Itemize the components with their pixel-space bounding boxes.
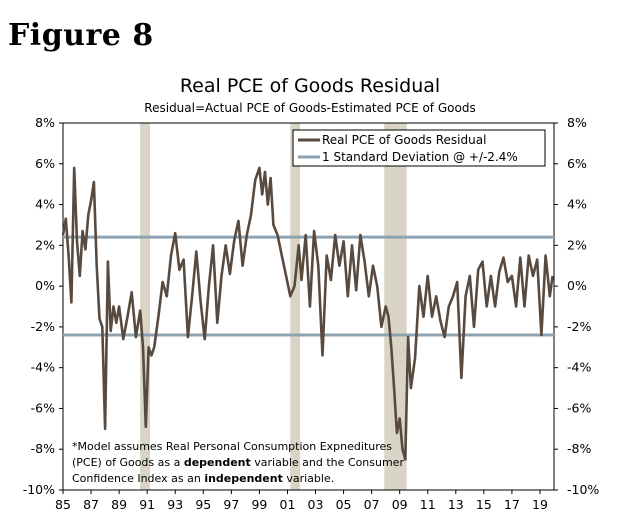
recession-bands — [140, 123, 407, 490]
note-segment: Confidence Index as an — [72, 472, 204, 485]
y-tick-label-right: -10% — [567, 482, 599, 497]
x-tick-label: 15 — [476, 497, 492, 512]
figure-label: Figure 8 — [8, 18, 154, 53]
note-segment: dependent — [184, 456, 251, 469]
legend-label-residual: Real PCE of Goods Residual — [322, 133, 486, 147]
y-axis-left: 8% 6% 4% 2% 0% -2% -4% -6% -8% -10% — [23, 115, 63, 497]
y-tick-label-right: 2% — [567, 237, 587, 252]
x-tick-label: 91 — [139, 497, 155, 512]
y-tick-label-right: 6% — [567, 156, 587, 171]
note-segment: *Model assumes Real Personal Consumption… — [72, 440, 392, 453]
y-tick-label-right: -4% — [567, 360, 591, 375]
legend-box — [292, 129, 546, 167]
note-segment: variable and the Consumer — [251, 456, 405, 469]
y-tick-label-left: -4% — [31, 360, 55, 375]
legend-label-std: 1 Standard Deviation @ +/-2.4% — [322, 150, 518, 164]
y-tick-label-left: -2% — [31, 319, 55, 334]
plot-frame — [62, 122, 555, 491]
x-tick-label: 99 — [251, 497, 267, 512]
note-segment: independent — [204, 472, 283, 485]
y-axis-right: 8% 6% 4% 2% 0% -2% -4% -6% -8% -10% — [554, 115, 599, 497]
x-axis: 85 87 89 91 93 95 97 99 01 03 05 07 09 11 13 15 17 19 — [55, 490, 548, 512]
x-tick-label: 03 — [308, 497, 324, 512]
x-tick-label: 85 — [55, 497, 71, 512]
std-dev-lines — [63, 235, 554, 337]
y-tick-label-right: 4% — [567, 197, 587, 212]
x-tick-label: 13 — [448, 497, 464, 512]
y-tick-label-right: 8% — [567, 115, 587, 130]
y-tick-label-left: 4% — [35, 197, 55, 212]
chart-subtitle: Residual=Actual PCE of Goods-Estimated P… — [144, 101, 475, 115]
y-tick-label-left: -6% — [31, 400, 55, 415]
y-tick-label-right: -8% — [567, 441, 591, 456]
x-tick-label: 07 — [364, 497, 380, 512]
note-line-0: *Model assumes Real Personal Consumption… — [72, 440, 392, 453]
recession-band-1 — [290, 123, 301, 490]
x-tick-label: 97 — [223, 497, 239, 512]
legend: Real PCE of Goods Residual 1 Standard De… — [292, 129, 546, 167]
y-tick-label-right: -2% — [567, 319, 591, 334]
x-tick-label: 05 — [336, 497, 352, 512]
x-tick-label: 01 — [280, 497, 296, 512]
residual-series — [61, 166, 554, 461]
note-line-1: (PCE) of Goods as a dependent variable a… — [72, 456, 404, 469]
x-tick-label: 87 — [83, 497, 99, 512]
y-tick-label-left: 6% — [35, 156, 55, 171]
y-tick-label-right: -6% — [567, 400, 591, 415]
x-tick-label: 95 — [195, 497, 211, 512]
model-note: *Model assumes Real Personal Consumption… — [72, 440, 404, 485]
y-tick-label-right: 0% — [567, 278, 587, 293]
chart-title: Real PCE of Goods Residual — [180, 75, 440, 97]
x-tick-label: 93 — [167, 497, 183, 512]
y-tick-label-left: -10% — [23, 482, 55, 497]
y-tick-label-left: 8% — [35, 115, 55, 130]
y-tick-label-left: 0% — [35, 278, 55, 293]
note-segment: variable. — [283, 472, 334, 485]
residual-line — [61, 166, 554, 461]
y-tick-label-left: -8% — [31, 441, 55, 456]
plot-border — [62, 122, 555, 491]
x-tick-label: 17 — [504, 497, 520, 512]
note-segment: (PCE) of Goods as a — [72, 456, 184, 469]
recession-band-2 — [384, 123, 407, 490]
note-line-2: Confidence Index as an independent varia… — [72, 472, 334, 485]
x-tick-label: 09 — [392, 497, 408, 512]
x-tick-label: 11 — [420, 497, 436, 512]
y-tick-label-left: 2% — [35, 237, 55, 252]
x-tick-label: 89 — [111, 497, 127, 512]
x-tick-label: 19 — [532, 497, 548, 512]
recession-band-0 — [140, 123, 150, 490]
